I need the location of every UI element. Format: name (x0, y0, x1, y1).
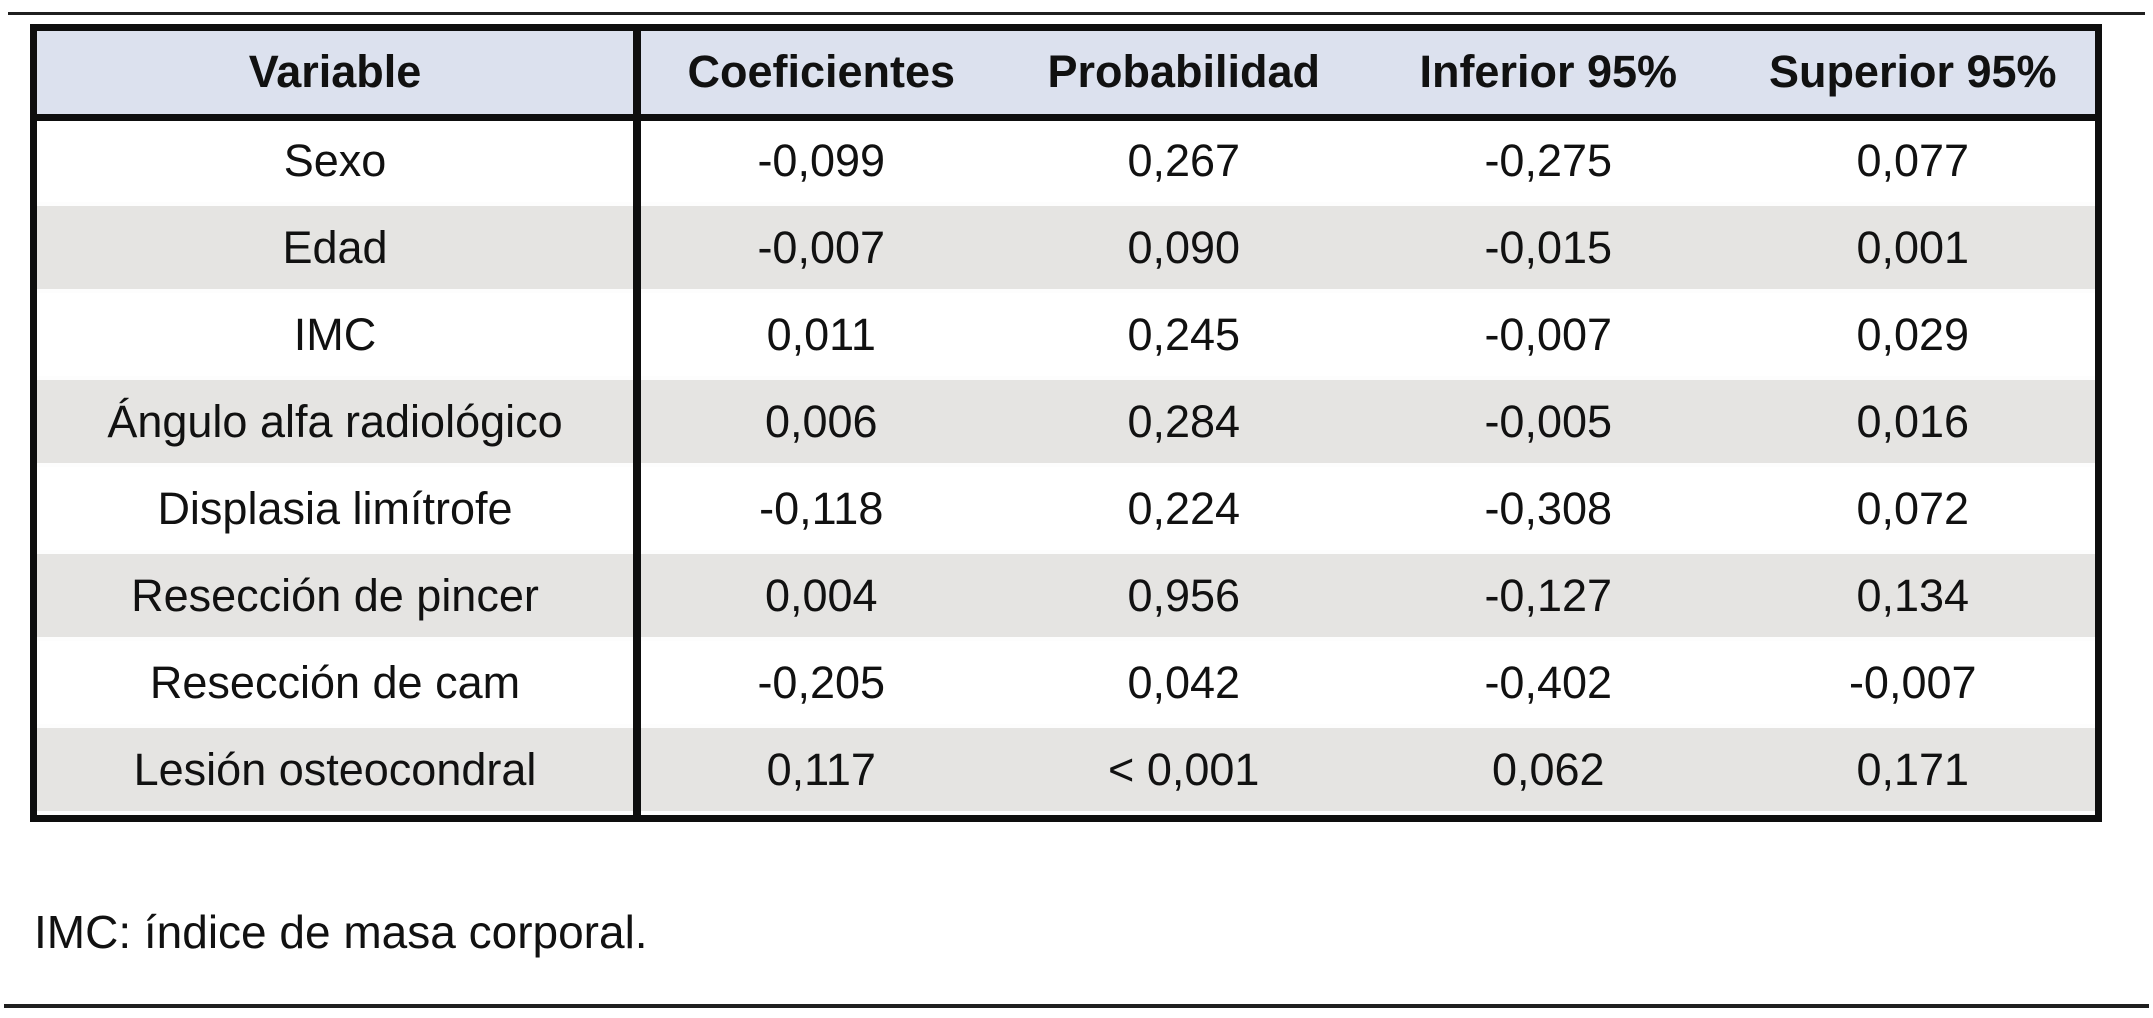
value-cell: 0,042 (1001, 639, 1366, 726)
variable-cell: Resección de cam (37, 639, 641, 726)
table-row: Ángulo alfa radiológico 0,006 0,284 -0,005 0… (37, 376, 2095, 467)
variable-cell: Ángulo alfa radiológico (37, 376, 641, 467)
value-cell: 0,284 (1001, 376, 1366, 467)
value-cell: -0,099 (637, 117, 1002, 204)
value-cell: 0,062 (1366, 724, 1731, 815)
value-cell: -0,007 (1730, 639, 2095, 726)
figure-bottom-rule (4, 1004, 2149, 1008)
regression-table: Variable Coeficientes Probabilidad Infer… (30, 24, 2102, 822)
value-cell: -0,118 (637, 465, 1002, 552)
value-cell: -0,275 (1366, 117, 1731, 204)
column-header-probabilidad: Probabilidad (1001, 31, 1366, 121)
table-row: Edad -0,007 0,090 -0,015 0,001 (37, 202, 2095, 293)
variable-cell: Resección de pincer (37, 550, 641, 641)
value-cell: 0,072 (1730, 465, 2095, 552)
variable-cell: IMC (37, 291, 641, 378)
column-header-inferior-95: Inferior 95% (1366, 31, 1731, 121)
table-row: Resección de cam -0,205 0,042 -0,402 -0,007 (37, 639, 2095, 726)
value-cell: 0,011 (637, 291, 1002, 378)
variable-cell: Lesión osteocondral (37, 724, 641, 815)
table-row: IMC 0,011 0,245 -0,007 0,029 (37, 291, 2095, 378)
value-cell: 0,090 (1001, 202, 1366, 293)
value-cell: -0,402 (1366, 639, 1731, 726)
table-row: Lesión osteocondral 0,117 < 0,001 0,062 0,17… (37, 724, 2095, 815)
value-cell: 0,001 (1730, 202, 2095, 293)
value-cell: 0,267 (1001, 117, 1366, 204)
value-cell: 0,117 (637, 724, 1002, 815)
value-cell: 0,171 (1730, 724, 2095, 815)
value-cell: 0,245 (1001, 291, 1366, 378)
variable-cell: Displasia limítrofe (37, 465, 641, 552)
table-row: Resección de pincer 0,004 0,956 -0,127 0,134 (37, 550, 2095, 641)
variable-cell: Edad (37, 202, 641, 293)
value-cell: 0,004 (637, 550, 1002, 641)
value-cell: -0,007 (637, 202, 1002, 293)
value-cell: 0,029 (1730, 291, 2095, 378)
value-cell: 0,077 (1730, 117, 2095, 204)
table-row: Sexo -0,099 0,267 -0,275 0,077 (37, 117, 2095, 204)
regression-table-grid: Variable Coeficientes Probabilidad Infer… (37, 31, 2095, 815)
table-body: Sexo -0,099 0,267 -0,275 0,077 Edad -0,007 0,09… (37, 117, 2095, 815)
value-cell: -0,205 (637, 639, 1002, 726)
table-row: Displasia limítrofe -0,118 0,224 -0,308 0,07… (37, 465, 2095, 552)
value-cell: 0,016 (1730, 376, 2095, 467)
value-cell: 0,224 (1001, 465, 1366, 552)
value-cell: -0,007 (1366, 291, 1731, 378)
value-cell: -0,127 (1366, 550, 1731, 641)
table-header-row: Variable Coeficientes Probabilidad Infer… (37, 31, 2095, 121)
value-cell: 0,006 (637, 376, 1002, 467)
value-cell: 0,134 (1730, 550, 2095, 641)
column-header-coeficientes: Coeficientes (637, 31, 1002, 121)
value-cell: < 0,001 (1001, 724, 1366, 815)
column-header-variable: Variable (37, 31, 641, 121)
table-header: Variable Coeficientes Probabilidad Infer… (37, 31, 2095, 121)
variable-cell: Sexo (37, 117, 641, 204)
column-header-superior-95: Superior 95% (1730, 31, 2095, 121)
table-footnote: IMC: índice de masa corporal. (34, 906, 648, 958)
value-cell: 0,956 (1001, 550, 1366, 641)
value-cell: -0,308 (1366, 465, 1731, 552)
value-cell: -0,005 (1366, 376, 1731, 467)
figure-top-rule (8, 12, 2145, 15)
value-cell: -0,015 (1366, 202, 1731, 293)
